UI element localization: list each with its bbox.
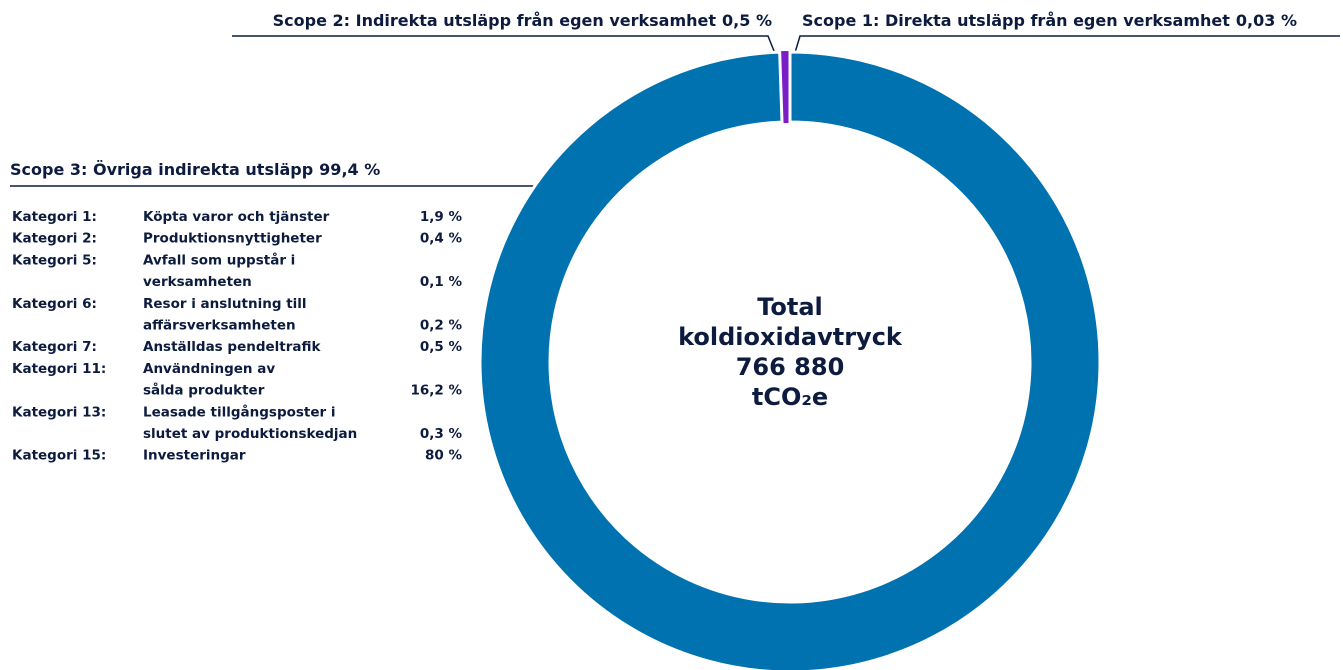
- category-share: 16,2 %: [410, 383, 462, 399]
- category-code: Kategori 1:: [12, 209, 97, 225]
- category-name: Investeringar: [143, 448, 246, 464]
- category-name: Resor i anslutning till: [143, 296, 307, 312]
- slice-value: 0,03 %: [1236, 11, 1297, 30]
- category-share: 0,2 %: [420, 318, 463, 334]
- category-share: 0,4 %: [420, 231, 463, 247]
- category-share: 1,9 %: [420, 209, 463, 225]
- slice-label: Scope 3: Övriga indirekta utsläpp 99,4 %: [10, 160, 380, 179]
- category-name: Användningen av: [143, 361, 275, 377]
- category-name: Köpta varor och tjänster: [143, 209, 330, 225]
- category-name: sålda produkter: [143, 382, 265, 399]
- category-code: Kategori 15:: [12, 448, 106, 464]
- category-name: Avfall som uppstår i: [143, 251, 295, 268]
- category-code: Kategori 13:: [12, 404, 106, 420]
- category-name: affärsverksamheten: [143, 318, 296, 334]
- slice-name: Scope 1: Direkta utsläpp från egen verks…: [802, 11, 1230, 30]
- leader-line: [10, 185, 567, 205]
- category-code: Kategori 6:: [12, 296, 97, 312]
- category-name: verksamheten: [143, 274, 252, 290]
- slice-name: Scope 2: Indirekta utsläpp från egen ver…: [273, 11, 717, 30]
- category-name: Produktionsnyttigheter: [143, 231, 322, 247]
- category-name: Leasade tillgångsposter i: [143, 403, 336, 420]
- category-code: Kategori 11:: [12, 361, 106, 377]
- center-label: tCO₂e: [752, 383, 828, 411]
- slice-label: Scope 1: Direkta utsläpp från egen verks…: [802, 11, 1297, 30]
- center-label: koldioxidavtryck: [678, 323, 903, 351]
- center-label: 766 880: [736, 353, 845, 381]
- category-share: 80 %: [425, 448, 462, 464]
- category-share: 0,3 %: [420, 426, 463, 442]
- category-share: 0,5 %: [420, 339, 463, 355]
- category-code: Kategori 2:: [12, 231, 97, 247]
- slice-label: Scope 2: Indirekta utsläpp från egen ver…: [273, 11, 772, 30]
- leader-line: [232, 35, 777, 57]
- center-label: Total: [757, 293, 823, 321]
- category-name: slutet av produktionskedjan: [143, 426, 357, 442]
- category-name: Anställdas pendeltrafik: [143, 339, 322, 355]
- donut-slice: [478, 50, 1102, 670]
- category-share: 0,1 %: [420, 274, 463, 290]
- slice-value: 0,5 %: [722, 11, 772, 30]
- category-code: Kategori 7:: [12, 339, 97, 355]
- category-code: Kategori 5:: [12, 252, 97, 268]
- slice-value: 99,4 %: [319, 160, 380, 179]
- leader-line: [793, 35, 1340, 57]
- slice-name: Scope 3: Övriga indirekta utsläpp: [10, 160, 313, 179]
